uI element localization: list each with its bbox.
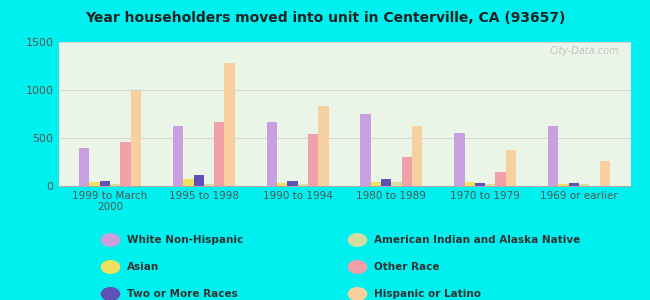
Bar (183, 179, 194, 186)
Bar (277, 183, 287, 186)
Bar (99, 181, 110, 186)
Bar (224, 63, 235, 186)
Bar (298, 184, 308, 186)
Bar (569, 183, 579, 186)
Bar (391, 182, 402, 186)
Bar (173, 127, 183, 186)
Bar (381, 179, 391, 186)
Bar (204, 184, 214, 186)
Bar (599, 161, 610, 186)
Bar (287, 181, 298, 186)
Bar (361, 114, 370, 186)
Bar (370, 182, 381, 186)
Bar (194, 175, 204, 186)
Bar (548, 125, 558, 186)
Text: Year householders moved into unit in Centerville, CA (93657): Year householders moved into unit in Cen… (84, 11, 566, 25)
Bar (454, 133, 465, 186)
Bar (506, 149, 516, 186)
Bar (402, 157, 412, 186)
Text: White Non-Hispanic: White Non-Hispanic (127, 235, 243, 245)
Bar (266, 122, 277, 186)
Text: Two or More Races: Two or More Races (127, 289, 237, 299)
Bar (485, 184, 495, 186)
Bar (308, 134, 318, 186)
Bar (79, 148, 90, 186)
Text: City-Data.com: City-Data.com (549, 46, 619, 56)
Text: Asian: Asian (127, 262, 159, 272)
Text: Other Race: Other Race (374, 262, 439, 272)
Bar (214, 122, 224, 186)
Bar (90, 182, 99, 186)
Bar (579, 184, 590, 186)
Bar (495, 172, 506, 186)
Text: American Indian and Alaska Native: American Indian and Alaska Native (374, 235, 580, 245)
Bar (318, 106, 328, 186)
Text: Hispanic or Latino: Hispanic or Latino (374, 289, 481, 299)
Bar (110, 184, 120, 186)
Bar (120, 142, 131, 186)
Bar (465, 182, 475, 186)
Bar (475, 183, 485, 186)
Bar (412, 127, 423, 186)
Bar (131, 91, 141, 186)
Bar (558, 184, 569, 186)
